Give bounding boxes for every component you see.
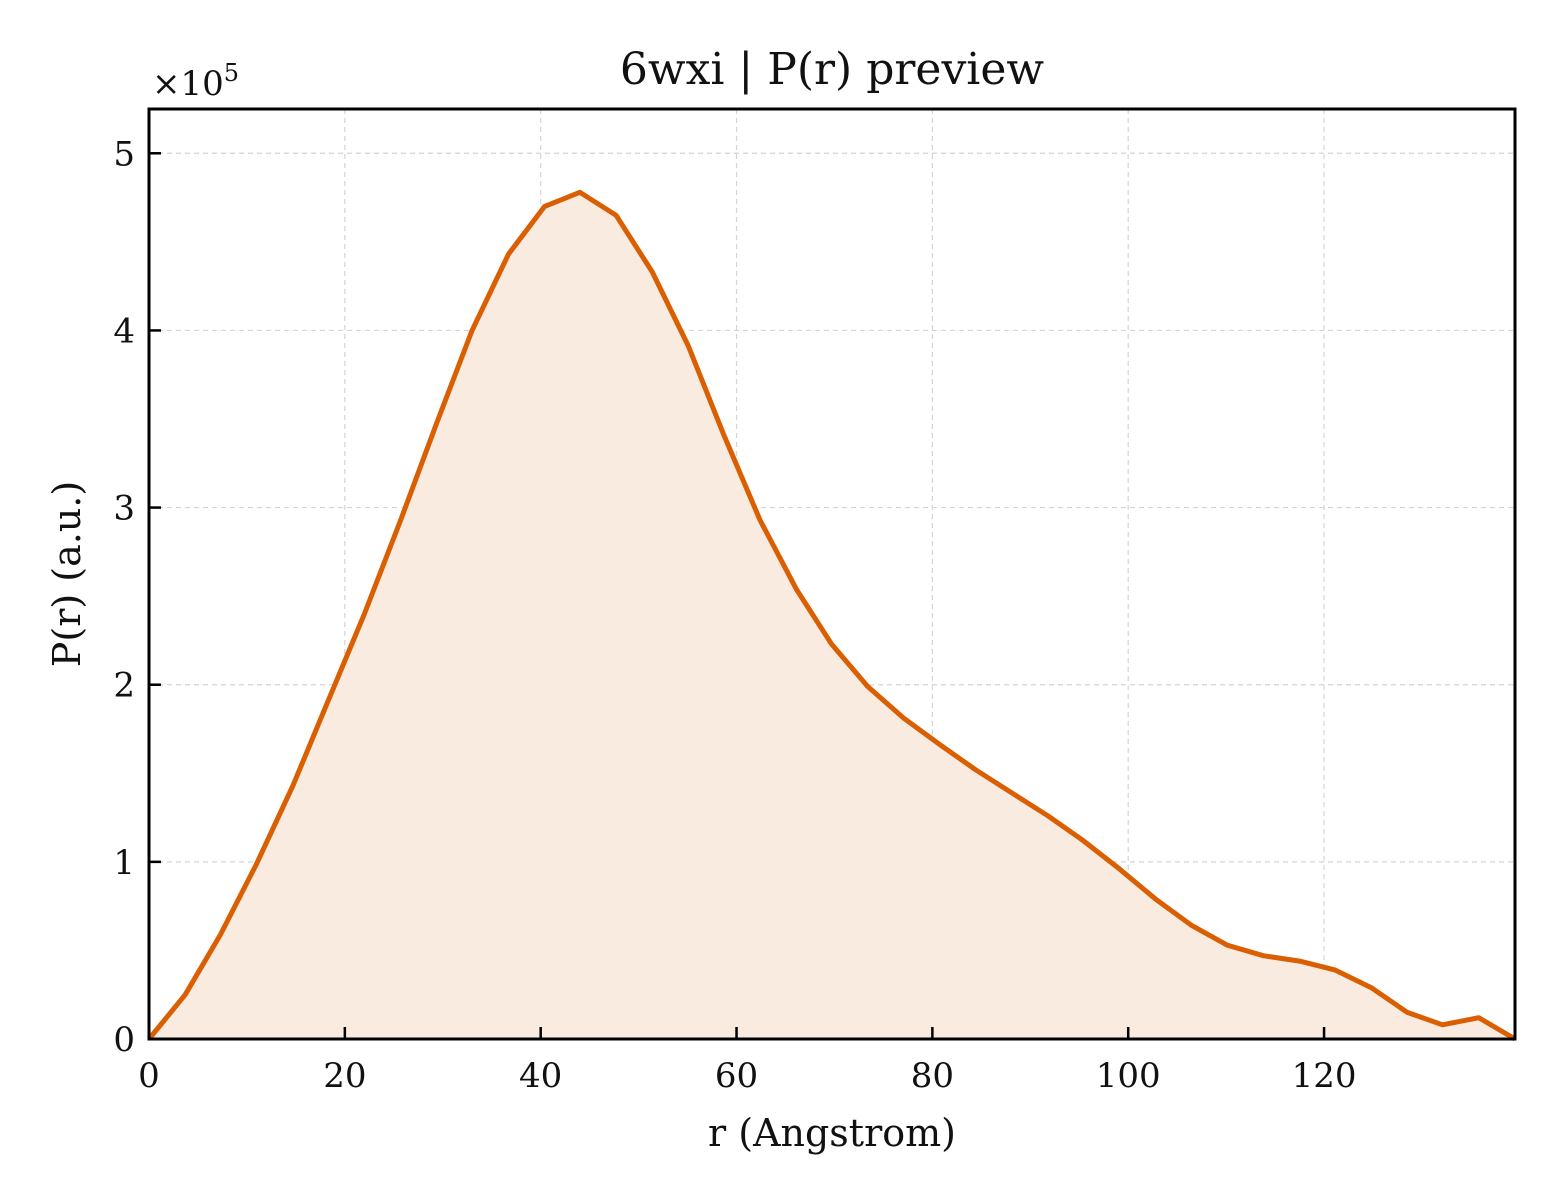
y-axis-label: P(r) (a.u.) — [45, 481, 89, 667]
x-tick-label: 100 — [1096, 1056, 1161, 1096]
y-tick-labels: 0 1 2 3 4 5 — [113, 134, 135, 1060]
y-multiplier-base: ×10 — [152, 64, 224, 104]
chart-title: 6wxi | P(r) preview — [620, 44, 1045, 95]
area-fill — [149, 192, 1515, 1040]
x-tick-label: 40 — [519, 1056, 562, 1096]
y-tick-label: 4 — [113, 311, 135, 351]
y-tick-label: 5 — [113, 134, 135, 174]
x-axis-label: r (Angstrom) — [708, 1111, 956, 1155]
y-multiplier-exponent: 5 — [224, 59, 239, 87]
x-tick-label: 20 — [323, 1056, 366, 1096]
x-tick-label: 0 — [138, 1056, 160, 1096]
y-tick-label: 0 — [113, 1020, 135, 1060]
x-tick-label: 60 — [715, 1056, 758, 1096]
y-tick-label: 1 — [113, 843, 135, 883]
y-tick-label: 3 — [113, 489, 135, 529]
x-tick-labels: 0 20 40 60 80 100 120 — [138, 1056, 1356, 1096]
y-multiplier: ×105 — [152, 59, 239, 104]
y-tick-label: 2 — [113, 666, 135, 706]
plot-frame — [147, 107, 1517, 1041]
x-tick-label: 80 — [911, 1056, 954, 1096]
x-tick-label: 120 — [1292, 1056, 1357, 1096]
